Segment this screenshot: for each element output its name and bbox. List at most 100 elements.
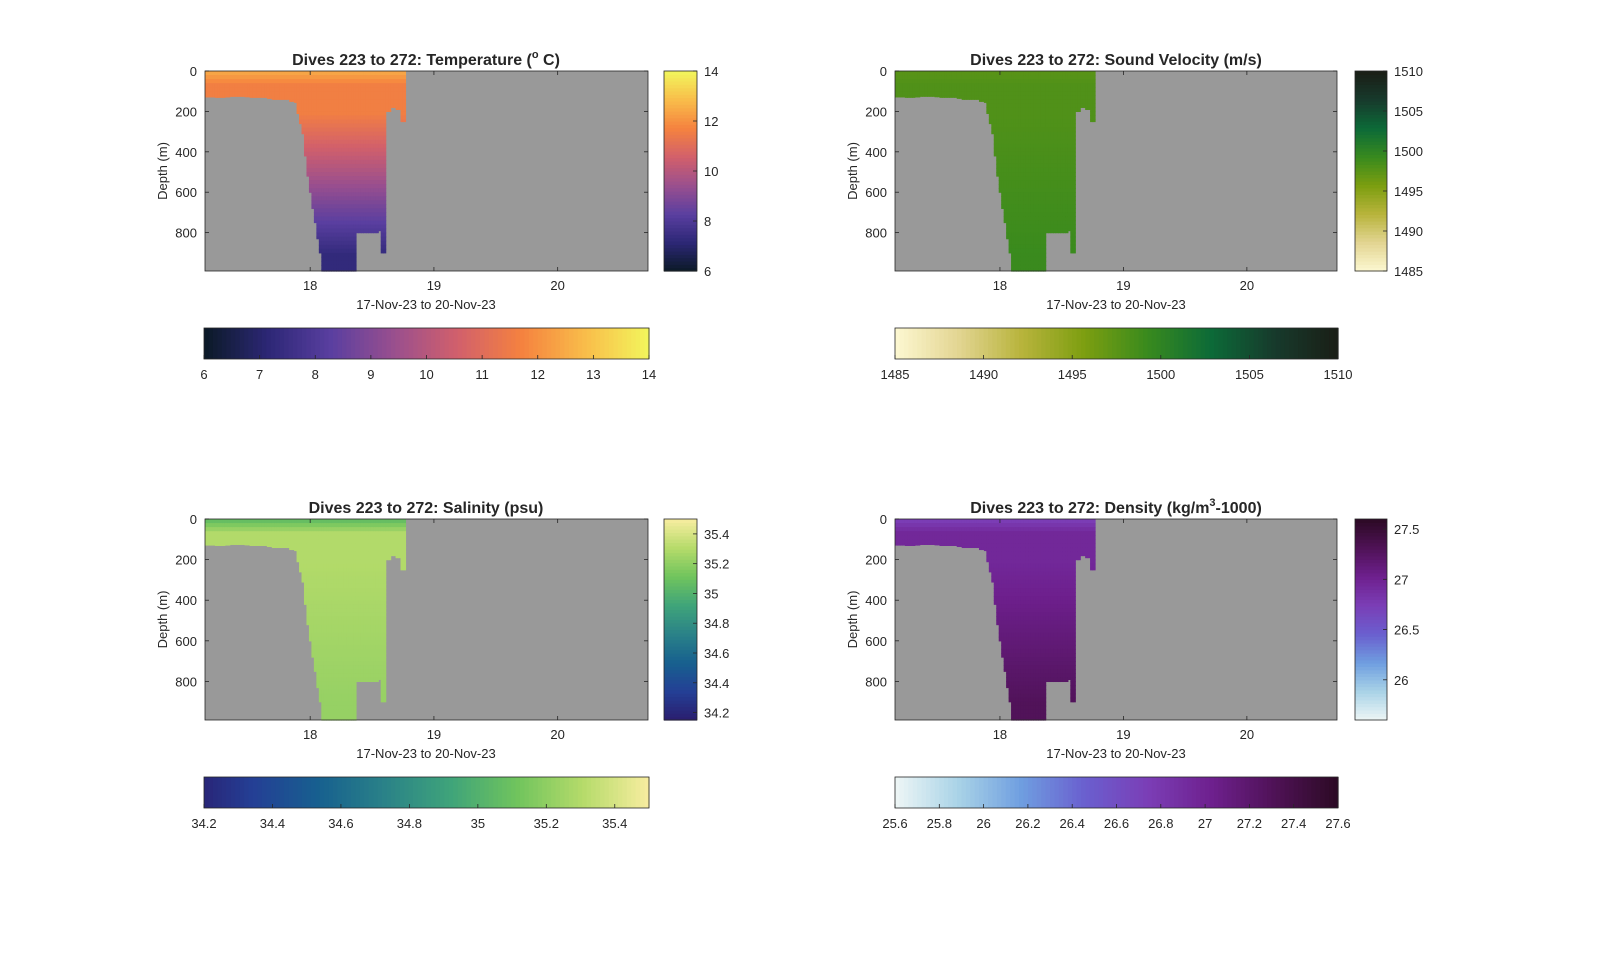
section-cell	[333, 547, 337, 553]
section-cell	[944, 75, 948, 80]
section-cell	[355, 180, 360, 185]
section-cell	[316, 523, 320, 528]
section-cell	[1038, 131, 1042, 137]
section-cell	[1075, 79, 1079, 84]
section-cell	[1030, 188, 1034, 193]
section-cell	[222, 535, 226, 540]
section-cell	[1013, 135, 1017, 141]
section-cell	[326, 632, 330, 638]
section-cell	[917, 75, 921, 80]
section-cell	[326, 248, 330, 254]
section-cell	[1023, 119, 1027, 125]
section-cell	[358, 131, 362, 137]
section-cell	[1030, 103, 1034, 108]
section-cell	[338, 176, 342, 181]
section-cell	[328, 665, 332, 670]
section-cell	[1035, 268, 1039, 272]
colorbar-segment	[903, 328, 909, 359]
section-cell	[1038, 180, 1042, 185]
section-cell	[229, 75, 233, 80]
section-cell	[274, 87, 278, 92]
section-cell	[1033, 260, 1037, 266]
section-cell	[358, 163, 362, 169]
section-cell	[348, 155, 352, 161]
section-cell	[326, 196, 330, 201]
colorbar-segment	[471, 328, 477, 359]
section-cell	[1065, 127, 1069, 133]
section-cell	[311, 131, 315, 137]
section-cell	[328, 600, 332, 605]
section-cell	[1048, 167, 1052, 173]
section-cell	[321, 673, 325, 678]
section-cell	[1001, 95, 1005, 100]
section-cell	[360, 155, 364, 161]
section-cell	[355, 228, 360, 234]
section-cell	[232, 87, 236, 92]
section-cell	[207, 87, 211, 92]
section-cell	[363, 99, 367, 104]
section-cell	[323, 228, 327, 234]
section-cell	[328, 563, 332, 569]
colorbar-segment	[1302, 328, 1308, 359]
section-cell	[358, 99, 362, 104]
section-cell	[395, 103, 399, 108]
section-cell	[998, 119, 1002, 125]
section-cell	[311, 111, 315, 117]
section-cell	[289, 95, 293, 100]
section-cell	[1040, 204, 1044, 209]
section-cell	[316, 159, 320, 165]
section-cell	[353, 180, 357, 185]
section-cell	[1030, 236, 1034, 242]
section-cell	[1065, 159, 1069, 165]
colorbar-segment	[1355, 131, 1387, 135]
section-cell	[368, 119, 372, 125]
colorbar-segment	[1355, 267, 1387, 272]
section-cell	[1033, 139, 1037, 145]
colorbar-segment	[664, 204, 697, 209]
section-cell	[323, 547, 327, 553]
section-cell	[1028, 188, 1032, 193]
section-cell	[219, 91, 223, 96]
section-cell	[1028, 236, 1032, 242]
section-cell	[1013, 208, 1017, 214]
colorbar-segment	[1355, 261, 1387, 265]
section-cell	[323, 519, 327, 524]
section-cell	[318, 212, 322, 218]
section-cell	[212, 519, 216, 524]
section-cell	[346, 204, 350, 209]
section-cell	[974, 87, 978, 92]
section-cell	[313, 172, 317, 177]
section-cell	[363, 228, 367, 234]
section-cell	[351, 155, 355, 161]
section-cell	[370, 167, 374, 173]
section-cell	[232, 91, 236, 96]
section-cell	[1087, 95, 1091, 100]
section-cell	[1035, 135, 1039, 141]
section-cell	[971, 83, 975, 88]
section-cell	[338, 131, 342, 137]
section-cell	[348, 252, 352, 258]
section-cell	[378, 79, 382, 84]
section-cell	[1033, 252, 1037, 258]
section-cell	[306, 172, 310, 177]
section-cell	[1025, 264, 1029, 270]
section-cell	[1006, 224, 1010, 230]
section-cell	[365, 135, 369, 141]
section-cell	[1060, 91, 1064, 96]
section-cell	[897, 83, 901, 88]
section-cell	[331, 91, 335, 96]
section-cell	[1033, 220, 1037, 226]
section-cell	[249, 527, 253, 532]
section-cell	[237, 95, 241, 97]
colorbar-segment	[899, 328, 905, 359]
section-cell	[289, 523, 293, 528]
section-cell	[1062, 107, 1066, 112]
section-cell	[1048, 111, 1052, 117]
section-cell	[1008, 143, 1012, 149]
section-cell	[348, 240, 352, 246]
section-cell	[326, 681, 330, 687]
section-cell	[1028, 167, 1032, 173]
section-cell	[941, 87, 945, 92]
section-cell	[1072, 151, 1076, 157]
section-cell	[988, 71, 992, 76]
